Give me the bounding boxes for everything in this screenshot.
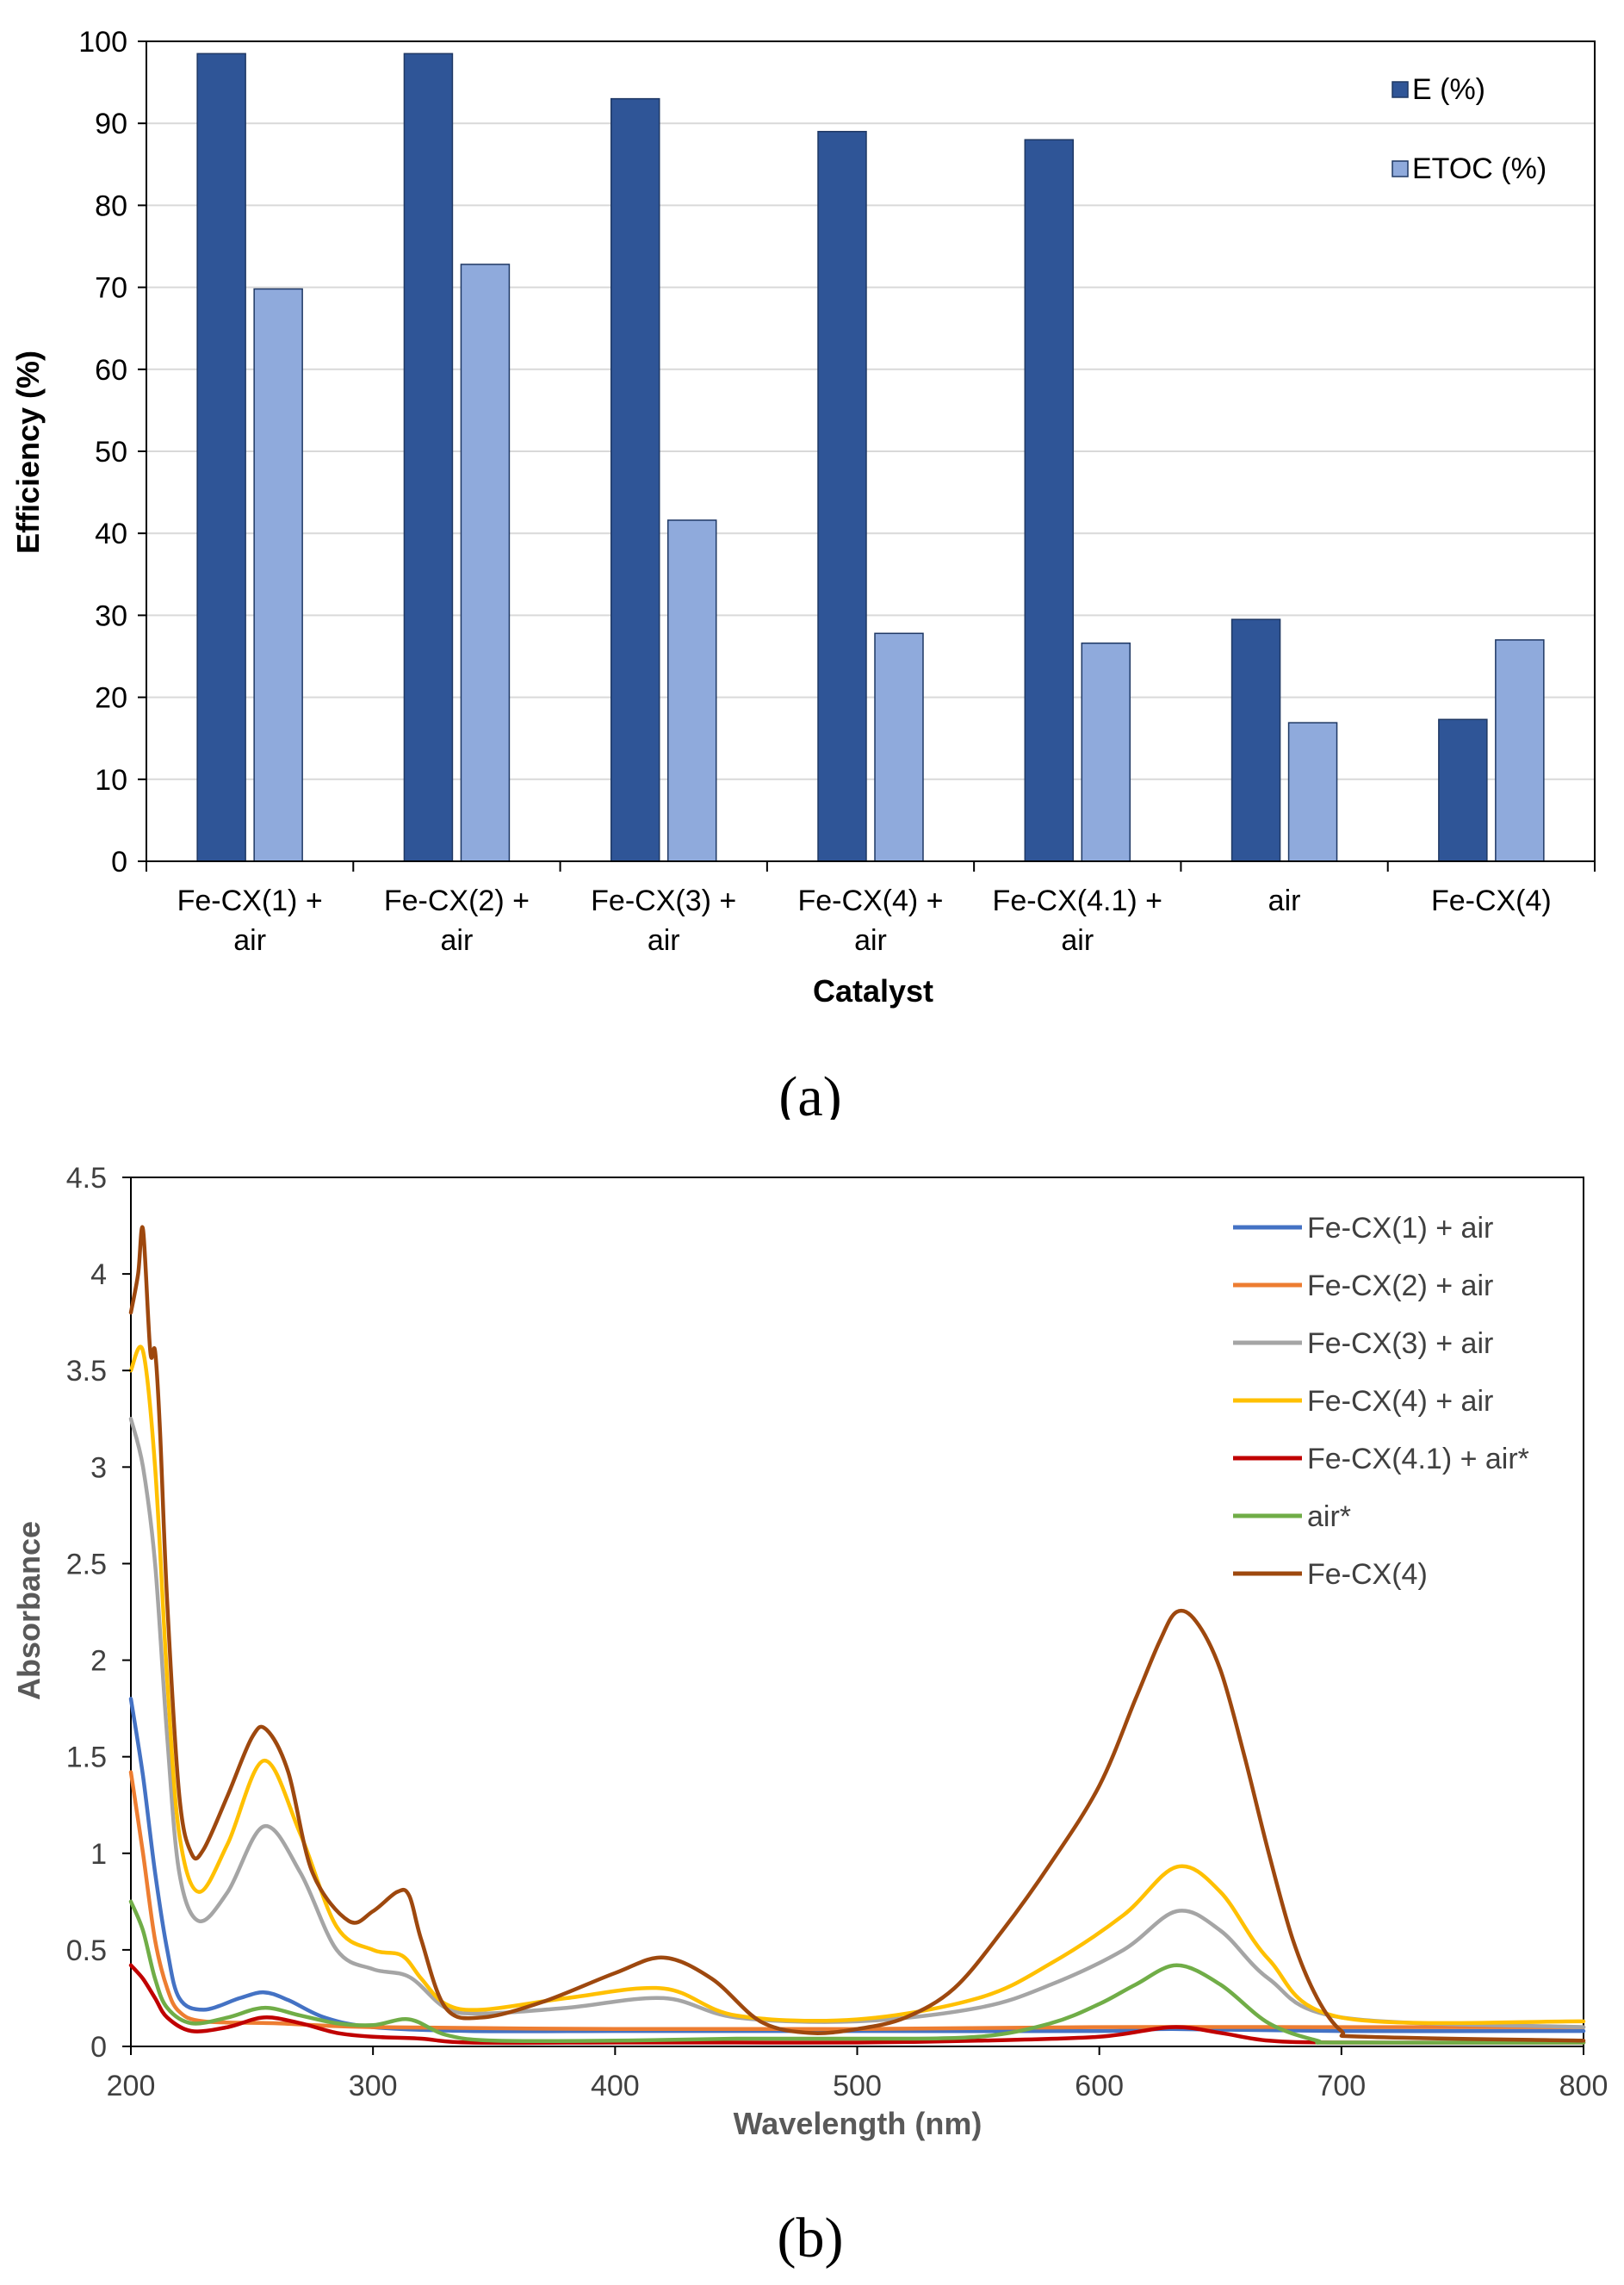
y-axis-title: Efficiency (%): [10, 351, 46, 554]
y-tick-labels: 0 0.5 1 1.5 2 2.5 3 3.5 4 4.5: [66, 1162, 131, 2064]
y-gridlines: [146, 122, 1595, 780]
legend-label: E (%): [1412, 73, 1485, 106]
legend-label: Fe-CX(3) + air: [1307, 1327, 1493, 1360]
chart-absorbance: 0 0.5 1 1.5 2 2.5 3 3.5 4 4.5 200 300 400 500 600 700 8…: [11, 1162, 1609, 2269]
legend-label: air*: [1307, 1500, 1351, 1533]
bar-e: [1230, 618, 1281, 862]
x-tick-label: Fe-CX(4) +: [797, 885, 943, 917]
x-tick-label: air: [441, 924, 474, 957]
y-tick-label: 1.5: [66, 1742, 107, 1774]
legend-label: Fe-CX(4.1) + air*: [1307, 1443, 1529, 1475]
x-tick-label: air: [648, 924, 680, 957]
x-axis-title: Wavelength (nm): [734, 2106, 982, 2141]
legend-label: Fe-CX(4): [1307, 1558, 1428, 1591]
bar-e: [817, 130, 867, 862]
bar-etoc: [460, 264, 511, 862]
x-tick-label: 500: [833, 2070, 882, 2102]
y-tick-label: 90: [95, 108, 127, 140]
x-tick-label: 800: [1559, 2070, 1609, 2102]
legend-label: Fe-CX(2) + air: [1307, 1270, 1493, 1302]
bar-group: [196, 53, 1545, 862]
x-tick-label: 200: [107, 2070, 156, 2102]
y-tick-label: 2: [90, 1645, 107, 1678]
axes: [130, 1177, 1584, 2047]
x-tick-label: air: [233, 924, 266, 957]
y-tick-label: 50: [95, 436, 127, 469]
legend: E (%) ETOC (%): [1392, 73, 1547, 185]
x-tick-label: 600: [1075, 2070, 1124, 2102]
legend-swatch: [1392, 81, 1409, 98]
y-tick-label: 40: [95, 518, 127, 550]
plot-frame: [130, 1177, 1584, 2047]
y-tick-label: 4.5: [66, 1162, 107, 1195]
x-tick-label: Fe-CX(1) +: [177, 885, 323, 917]
bar-e: [196, 53, 246, 862]
x-tick-label: Fe-CX(2) +: [384, 885, 530, 917]
series-line: [128, 1344, 1586, 2026]
y-tick-label: 10: [95, 764, 127, 797]
series-line: [128, 1770, 1586, 2032]
y-tick-label: 3: [90, 1451, 107, 1484]
x-tick-label: air: [1061, 924, 1094, 957]
bar-e: [610, 97, 660, 862]
y-tick-labels: 0 10 20 30 40 50 60 70 80 90 100: [78, 26, 146, 879]
x-tick-label: air: [1268, 885, 1301, 917]
bar-e: [403, 53, 454, 862]
y-tick-label: 70: [95, 272, 127, 305]
legend-label: Fe-CX(4) + air: [1307, 1385, 1493, 1418]
y-tick-label: 1: [90, 1838, 107, 1871]
x-tick-labels: 200 300 400 500 600 700 800: [107, 2046, 1609, 2102]
panel-label-b: (b): [778, 2207, 844, 2269]
panel-label-a: (a): [778, 1065, 841, 1120]
legend: Fe-CX(1) + air Fe-CX(2) + air Fe-CX(3) + a…: [1233, 1212, 1529, 1591]
legend-label: ETOC (%): [1412, 152, 1547, 185]
bar-etoc: [874, 632, 924, 862]
y-tick-label: 0: [90, 2031, 107, 2064]
x-tick-label: Fe-CX(4.1) +: [993, 885, 1162, 917]
bar-etoc: [1081, 643, 1131, 862]
y-tick-label: 4: [90, 1258, 107, 1291]
x-tick-label: 400: [591, 2070, 640, 2102]
y-axis-title: Absorbance: [11, 1521, 46, 1700]
x-tick-label: air: [854, 924, 887, 957]
bar-e: [1024, 139, 1075, 862]
y-tick-label: 30: [95, 599, 127, 632]
y-tick-label: 2.5: [66, 1548, 107, 1580]
legend-label: Fe-CX(1) + air: [1307, 1212, 1493, 1245]
y-tick-label: 3.5: [66, 1355, 107, 1388]
bar-etoc: [1495, 639, 1545, 862]
x-tick-labels: Fe-CX(1) + air Fe-CX(2) + air Fe-CX(3) + air F…: [146, 861, 1596, 957]
line-group: [128, 1225, 1586, 2046]
series-line: [128, 1417, 1586, 2029]
series-line: [128, 1225, 1586, 2043]
bar-etoc: [253, 288, 303, 862]
series-line: [128, 1697, 1586, 2034]
bar-etoc: [1287, 722, 1338, 862]
y-tick-label: 100: [78, 26, 127, 59]
bar-e: [1438, 718, 1488, 862]
y-tick-label: 60: [95, 354, 127, 387]
legend-swatch: [1392, 160, 1409, 177]
y-tick-label: 0: [111, 846, 127, 879]
x-tick-label: Fe-CX(3) +: [591, 885, 736, 917]
y-tick-label: 0.5: [66, 1934, 107, 1967]
x-tick-label: 700: [1317, 2070, 1366, 2102]
x-tick-label: Fe-CX(4): [1431, 885, 1552, 917]
y-tick-label: 80: [95, 189, 127, 222]
series-line: [128, 1899, 1586, 2045]
y-tick-label: 20: [95, 682, 127, 715]
x-tick-label: 300: [349, 2070, 398, 2102]
x-axis-title: Catalyst: [813, 973, 933, 1009]
bar-etoc: [666, 519, 717, 862]
